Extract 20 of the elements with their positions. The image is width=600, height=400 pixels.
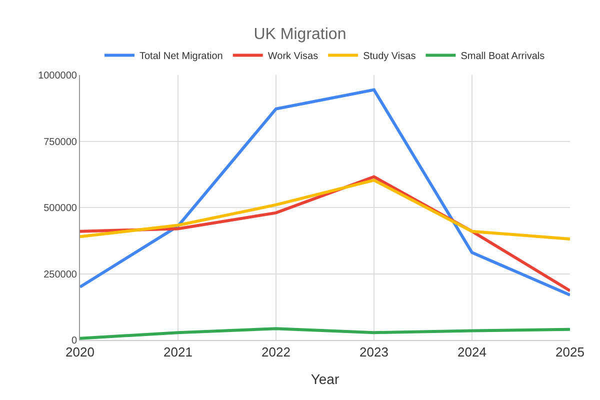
y-tick-label: 0	[71, 336, 78, 346]
line-series	[80, 88, 570, 296]
y-tick-label: 250000	[44, 269, 78, 280]
y-tick-label: 750000	[44, 136, 78, 148]
x-tick-label: 2021	[164, 344, 192, 360]
line-series	[80, 178, 570, 241]
legend-label: Work Visas	[268, 51, 318, 62]
x-axis-title: Year	[310, 370, 340, 387]
x-tick-label: 2020	[66, 344, 94, 360]
y-tick-label: 1000000	[38, 70, 78, 82]
chart-title: UK Migration	[254, 26, 346, 44]
x-tick-label: 2023	[360, 344, 388, 360]
legend-label: Study Visas	[363, 51, 416, 62]
legend-label: Small Boat Arrivals	[460, 51, 545, 62]
x-tick-label: 2024	[458, 344, 486, 360]
x-tick-label: 2025	[556, 344, 584, 360]
x-tick-label: 2022	[262, 344, 290, 360]
legend-label: Total Net Migration	[140, 51, 223, 62]
y-tick-label: 500000	[44, 203, 78, 214]
line-series	[80, 327, 570, 340]
